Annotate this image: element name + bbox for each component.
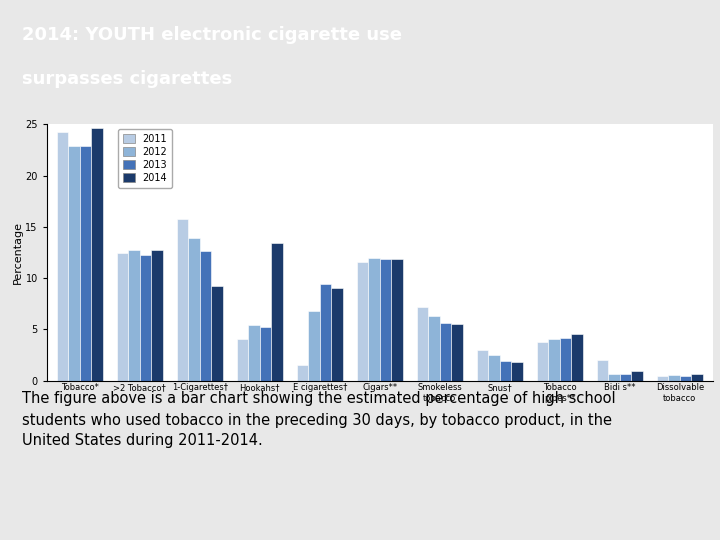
Bar: [57, 132, 68, 381]
Bar: [549, 339, 559, 381]
Bar: [380, 259, 391, 381]
Bar: [357, 262, 369, 381]
Bar: [151, 251, 163, 381]
Bar: [511, 362, 523, 381]
Bar: [391, 259, 402, 381]
Bar: [608, 374, 620, 381]
Bar: [620, 374, 631, 381]
Bar: [440, 323, 451, 381]
Bar: [657, 376, 668, 381]
Bar: [428, 316, 440, 381]
Bar: [631, 372, 642, 381]
Text: 2014: YOUTH electronic cigarette use: 2014: YOUTH electronic cigarette use: [22, 25, 402, 44]
Bar: [237, 339, 248, 381]
Bar: [537, 342, 549, 381]
Bar: [668, 375, 680, 381]
Bar: [331, 288, 343, 381]
Bar: [80, 146, 91, 381]
Bar: [559, 338, 571, 381]
Bar: [117, 253, 128, 381]
Bar: [417, 307, 428, 381]
Bar: [308, 311, 320, 381]
Text: The figure above is a bar chart showing the estimated percentage of high school
: The figure above is a bar chart showing …: [22, 392, 615, 449]
Bar: [691, 374, 703, 381]
Bar: [199, 252, 211, 381]
Bar: [128, 251, 140, 381]
Bar: [248, 325, 260, 381]
Bar: [597, 360, 608, 381]
Bar: [260, 327, 271, 381]
Bar: [189, 238, 199, 381]
Bar: [488, 355, 500, 381]
Bar: [68, 146, 80, 381]
Bar: [680, 376, 691, 381]
Bar: [369, 258, 380, 381]
Bar: [320, 284, 331, 381]
Text: surpasses cigarettes: surpasses cigarettes: [22, 70, 232, 88]
Bar: [500, 361, 511, 381]
Bar: [271, 243, 282, 381]
Bar: [477, 350, 488, 381]
Bar: [571, 334, 582, 381]
Legend: 2011, 2012, 2013, 2014: 2011, 2012, 2013, 2014: [118, 129, 172, 187]
Y-axis label: Percentage: Percentage: [12, 221, 22, 284]
Bar: [177, 219, 189, 381]
Bar: [211, 286, 222, 381]
Bar: [451, 324, 462, 381]
Bar: [140, 254, 151, 381]
Bar: [91, 129, 102, 381]
Bar: [297, 365, 308, 381]
